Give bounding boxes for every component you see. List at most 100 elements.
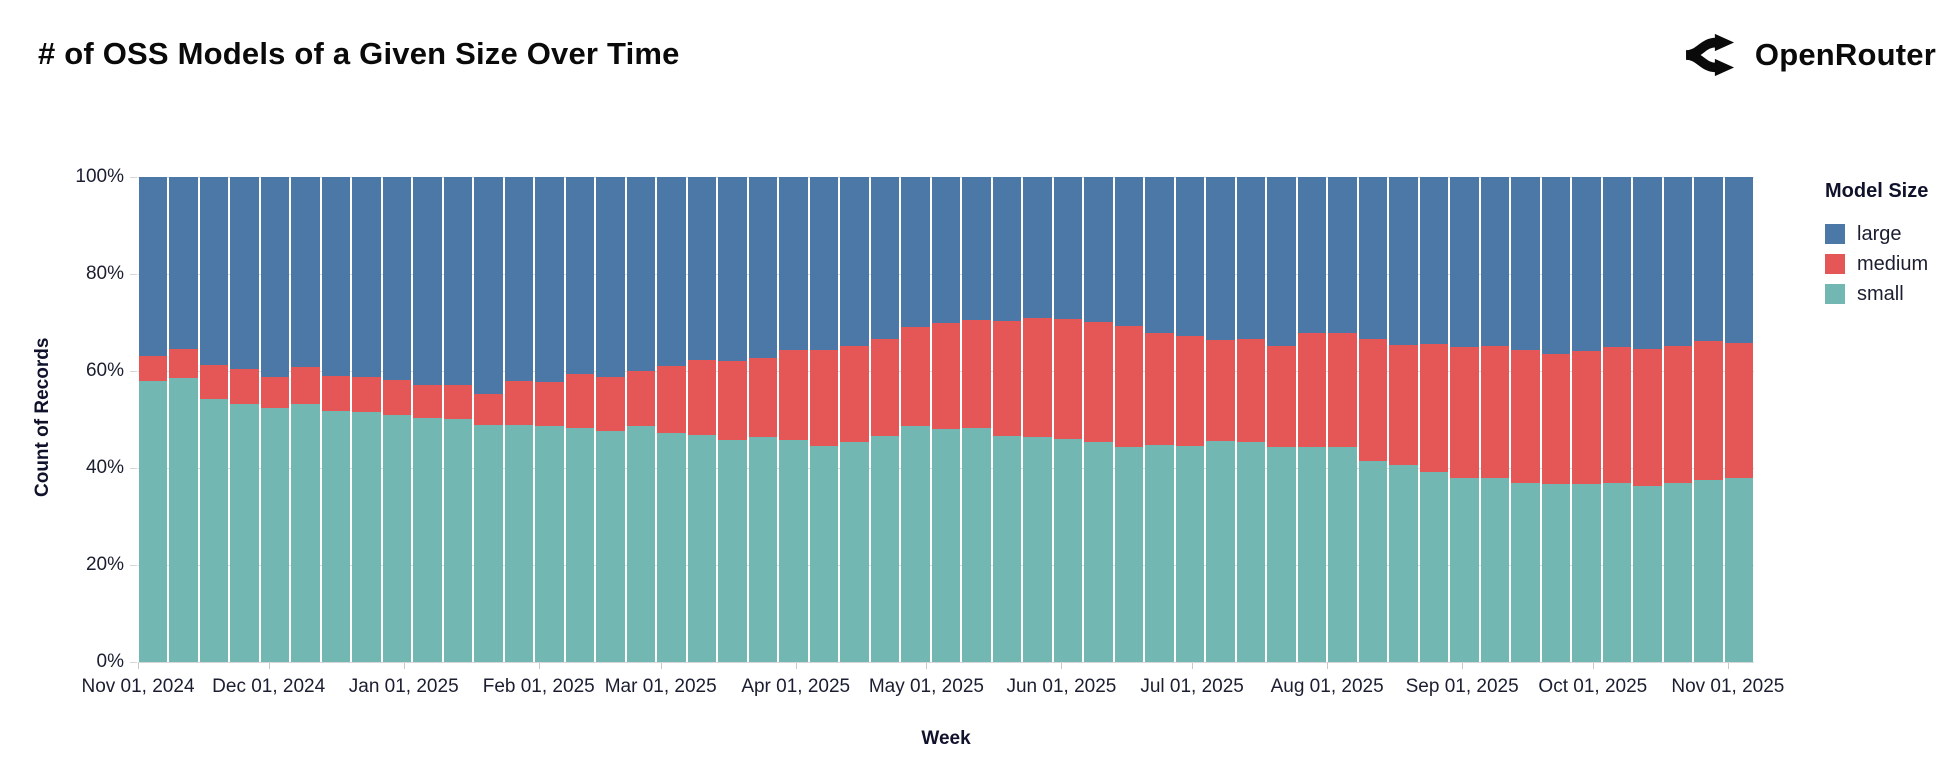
legend-label: large	[1857, 222, 1902, 245]
bar-segment-small-2024-12-27	[382, 414, 412, 662]
bar-segment-large-2025-08-15	[1389, 177, 1418, 345]
x-axis-tick	[1592, 663, 1594, 669]
bar-segment-small-2025-06-27	[1175, 446, 1205, 662]
bar-segment-medium-2025-07-04	[1206, 339, 1235, 442]
bar-segment-small-2025-08-29	[1450, 478, 1479, 662]
openrouter-icon	[1683, 32, 1741, 78]
bar-segment-large-2024-11-29	[260, 177, 290, 377]
bar-segment-small-2025-02-28	[657, 433, 686, 662]
bar-segment-medium-2025-07-25	[1297, 333, 1327, 447]
bar-segment-small-2025-07-18	[1267, 447, 1296, 662]
x-axis-tick	[1192, 663, 1194, 669]
bar-segment-small-2025-09-26	[1572, 483, 1601, 662]
bar-segment-small-2025-03-28	[779, 440, 808, 662]
bar-segment-large-2025-10-17	[1663, 177, 1692, 346]
x-tick-label: Feb 01, 2025	[482, 676, 595, 697]
bar-segment-medium-2025-03-14	[718, 360, 747, 441]
bar-segment-small-2025-05-09	[962, 428, 991, 662]
bar-segment-large-2025-02-14	[596, 177, 625, 378]
bar-segment-medium-2025-05-30	[1053, 318, 1083, 439]
bar-segment-medium-2025-01-31	[535, 381, 564, 427]
bar-segment-large-2024-11-15	[199, 177, 229, 365]
y-axis-tick	[130, 273, 137, 275]
legend-title: Model Size	[1825, 180, 1929, 202]
x-axis-tick	[138, 663, 139, 669]
bar-segment-medium-2025-01-17	[474, 394, 503, 425]
bar-segment-small-2025-01-10	[443, 418, 473, 662]
bar-segment-medium-2025-08-29	[1450, 346, 1479, 479]
bar-segment-small-2025-05-30	[1053, 438, 1083, 662]
bar-segment-medium-2025-10-31	[1724, 343, 1753, 479]
bar-segment-large-2025-05-16	[992, 177, 1022, 321]
bar-segment-small-2025-06-13	[1114, 447, 1144, 662]
x-tick-label: May 01, 2025	[868, 676, 984, 697]
bar-segment-large-2025-01-10	[443, 177, 473, 385]
bar-segment-medium-2025-10-03	[1602, 347, 1632, 484]
bar-segment-small-2025-04-04	[809, 446, 839, 662]
bar-segment-medium-2025-10-24	[1694, 341, 1723, 481]
y-axis-tick	[130, 661, 137, 663]
bar-segment-large-2025-09-26	[1572, 177, 1601, 351]
bar-segment-medium-2024-12-13	[321, 376, 351, 412]
brand-logo[interactable]: OpenRouter	[1683, 32, 1936, 78]
bar-segment-small-2024-12-20	[352, 412, 381, 662]
x-axis-tick	[795, 663, 797, 669]
bar-segment-medium-2025-05-02	[931, 322, 961, 429]
bar-segment-medium-2025-01-03	[413, 384, 442, 418]
legend-item-large: large	[1825, 219, 1928, 249]
brand-name: OpenRouter	[1754, 37, 1936, 72]
bar-segment-large-2025-05-30	[1053, 177, 1083, 319]
bar-segment-large-2025-10-24	[1694, 177, 1723, 342]
bar-segment-small-2025-09-05	[1480, 478, 1510, 662]
x-axis-tick	[1462, 663, 1464, 669]
bar-segment-small-2025-09-12	[1511, 483, 1540, 662]
bar-segment-large-2024-11-22	[230, 177, 259, 369]
bar-segment-small-2025-07-04	[1206, 441, 1235, 662]
legend-item-medium: medium	[1825, 249, 1928, 279]
bar-segment-medium-2025-01-10	[443, 384, 473, 419]
bar-segment-small-2024-11-22	[230, 403, 259, 662]
bar-segment-medium-2025-08-01	[1328, 333, 1357, 448]
x-axis-tick	[1727, 663, 1729, 669]
bar-segment-small-2025-10-10	[1633, 485, 1662, 662]
bar-segment-medium-2025-04-18	[870, 339, 900, 437]
bar-segment-large-2025-03-14	[718, 177, 747, 361]
bar-segment-medium-2025-08-08	[1358, 339, 1388, 462]
bar-segment-large-2025-07-25	[1297, 177, 1327, 334]
bar-segment-medium-2024-12-27	[382, 379, 412, 415]
bar-segment-large-2025-07-11	[1236, 177, 1266, 339]
bar-segment-medium-2025-03-07	[687, 359, 717, 435]
bar-segment-medium-2025-03-21	[748, 357, 778, 438]
bar-segment-large-2025-04-04	[809, 177, 839, 350]
bar-segment-small-2025-03-07	[687, 434, 717, 662]
bar-segment-small-2025-06-06	[1084, 442, 1113, 662]
legend-swatch-small	[1825, 284, 1845, 304]
bar-segment-medium-2025-02-07	[565, 374, 595, 429]
x-axis-tick	[538, 663, 540, 669]
bar-segment-large-2024-11-08	[169, 177, 198, 349]
bar-segment-medium-2025-05-16	[992, 320, 1022, 437]
plot-area: 0% 20% 40% 60% 80% 100% Nov 01, 2024 Dec 01, 20…	[75, 167, 1784, 697]
bar-segment-small-2025-02-07	[565, 428, 595, 662]
bar-segment-large-2025-08-22	[1419, 177, 1449, 344]
bar-segment-small-2024-11-29	[260, 407, 290, 662]
bar-segment-large-2025-06-27	[1175, 177, 1205, 336]
bar-segment-small-2025-05-02	[931, 428, 961, 662]
bar-segment-large-2025-07-04	[1206, 177, 1235, 340]
y-tick-label: 0%	[96, 651, 124, 672]
bar-segment-large-2025-01-03	[413, 177, 442, 385]
bar-segment-medium-2025-10-10	[1633, 349, 1662, 486]
bar-segment-large-2025-08-08	[1358, 177, 1388, 339]
bar-segment-medium-2025-10-17	[1663, 345, 1692, 484]
bar-segment-medium-2025-06-13	[1114, 325, 1144, 448]
bar-segment-medium-2025-03-28	[779, 349, 808, 441]
bar-segment-medium-2024-11-08	[169, 348, 198, 379]
bar-segment-small-2025-09-19	[1541, 483, 1571, 662]
bar-segment-large-2025-08-01	[1328, 177, 1357, 334]
bar-segment-large-2025-05-09	[962, 177, 991, 320]
bar-segment-large-2024-12-20	[352, 177, 381, 377]
x-tick-label: Jul 01, 2025	[1140, 676, 1244, 697]
x-tick-label: Aug 01, 2025	[1270, 676, 1384, 697]
legend: Model Size large medium small	[1825, 180, 1928, 309]
bar-segment-large-2024-12-27	[382, 177, 412, 380]
